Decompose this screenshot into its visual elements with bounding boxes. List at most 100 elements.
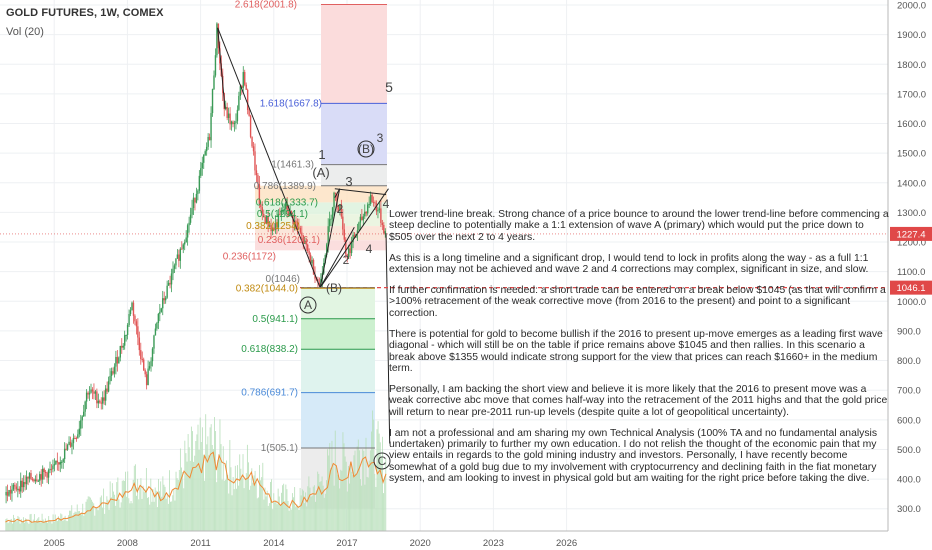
wave-label-circle [357,140,375,158]
volume-bar [242,454,244,531]
volume-bar [17,515,19,531]
volume-bar [291,493,293,531]
candle-body [39,474,41,481]
volume-bar [226,460,227,531]
candle-body [210,113,212,141]
candle-body [233,122,236,125]
candle-body [166,285,168,298]
volume-bar [171,501,173,531]
volume-bar [251,468,253,531]
volume-bar [382,436,383,531]
wave-label-circle [373,452,391,470]
volume-bar [151,501,153,531]
candle-body [381,222,384,225]
volume-bar [324,493,326,531]
fib-zones [255,4,387,509]
candle-body [181,248,183,250]
volume-bar [223,480,225,531]
volume-bar [139,487,141,531]
volume-bar [367,477,369,531]
volume-bar [131,503,133,531]
volume-bar [229,440,231,531]
volume-bar [88,496,90,531]
volume-bar [200,442,202,531]
fib-zone [255,240,387,251]
volume-bar [115,505,117,531]
volume-bar [57,521,58,531]
volume-bar [118,499,120,531]
candle-body [21,480,23,488]
volume-bar [16,521,18,531]
volume-bar [116,482,118,531]
candle-body [77,434,79,439]
fib-level-label: 0.382(1254) [246,221,300,232]
fib-level-label: 0.236(1172) [223,251,276,262]
volume-bar [384,476,386,531]
candle-body [27,476,29,479]
wave-label: 2 [337,202,344,216]
volume-bar [95,508,97,531]
candle-body [242,72,244,88]
candle-body [172,268,174,274]
candle-body [258,184,261,205]
candle-body [175,258,177,266]
candle-body [138,337,141,351]
volume-bar [228,493,230,531]
candle-body [135,321,138,327]
volume-bar [377,421,379,531]
fib-level-label: 0.5(941.1) [252,314,298,325]
candle-body [52,465,54,470]
volume-bar [162,476,164,531]
candle-body [205,146,208,152]
fib-zone [301,392,375,448]
candle-body [232,121,234,125]
price-tag [890,226,932,241]
volume-bar [361,485,363,531]
volume-bar [383,493,385,531]
volume-bar [231,495,233,531]
volume-bar [385,458,387,531]
candle-body [156,323,158,329]
volume-bar [371,431,372,531]
volume-bar [148,497,150,531]
volume-indicator-label[interactable]: Vol (20) [6,26,44,38]
volume-bar [299,487,301,531]
volume-bar [343,443,345,531]
chart-title: GOLD FUTURES, 1W, COMEX [6,7,164,19]
volume-bar [163,484,165,531]
wave-label: 2 [343,253,350,267]
volume-bar [183,488,185,531]
volume-bar [277,488,279,531]
candle-body [241,86,243,88]
volume-bar [129,503,131,531]
candle-body [345,239,347,255]
candle-body [285,202,287,209]
volume-bar [181,467,182,531]
fib-zone [255,214,387,227]
volume-bar [268,503,270,531]
candle-body [102,397,104,404]
volume-bar [250,485,252,531]
candle-body [380,208,382,223]
volume-bar [270,481,271,531]
volume-bar [144,489,146,531]
candle-body [66,445,69,450]
volume-bar [192,431,193,531]
y-tick-label: 500.0 [897,445,921,456]
volume-bar [133,465,135,531]
candle-body [328,219,331,227]
candle-body [121,345,123,348]
candle-body [85,392,88,402]
volume-bar [81,514,83,531]
candle-body [369,194,372,205]
volume-bar [364,484,366,531]
candle-body [36,479,38,481]
volume-bar [272,509,274,531]
volume-bar [117,477,119,531]
volume-bar [111,483,113,531]
candle-body [368,204,370,206]
volume-bar [142,485,144,531]
candle-body [203,154,205,163]
volume-bar [102,507,103,531]
